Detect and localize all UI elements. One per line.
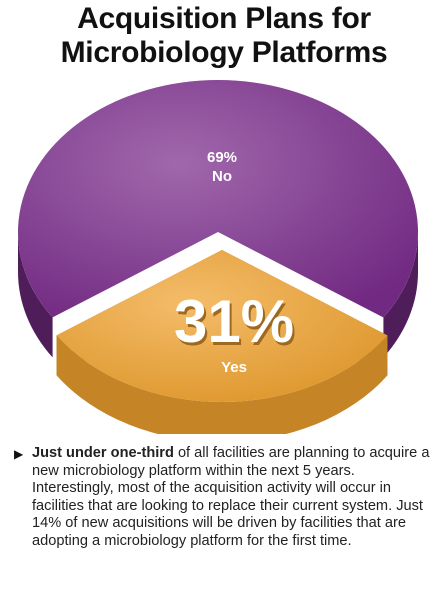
chart-title-line-2: Microbiology Platforms [60,36,388,69]
bullet-arrow-icon: ▶ [14,447,24,461]
pie-slice-no-category-label: No [212,168,232,185]
description: ▶ Just under one-third of all facilities… [14,445,434,551]
pie-slice-no-rim-1 [17,232,53,358]
description-lead: Just under one-third [32,445,174,461]
pie-slice-no-top [17,80,418,318]
description-body: of all facilities are planning to acquir… [32,445,430,549]
chart-title-line-1: Acquisition Plans for [77,2,371,35]
pie-slice-yes-top [56,250,388,402]
pie-slice-yes-value-shadow: 31% [176,291,296,358]
pie-slice-yes-category-label: Yes [221,359,247,376]
description-text: Just under one-third of all facilities a… [14,445,434,551]
pie-slice-no-rim-2 [383,232,418,358]
pie-slice-yes-value-label: 31% [174,288,294,355]
pie-slice-yes-rim [56,335,388,434]
pie-chart: 69% No 31% 31% Yes [0,64,448,434]
pie-slice-yes [56,250,388,434]
pie-slice-no-value-label: 69% [207,149,237,166]
pie-slice-no [17,80,418,358]
chart-title: Acquisition Plans for Microbiology Platf… [0,2,448,70]
